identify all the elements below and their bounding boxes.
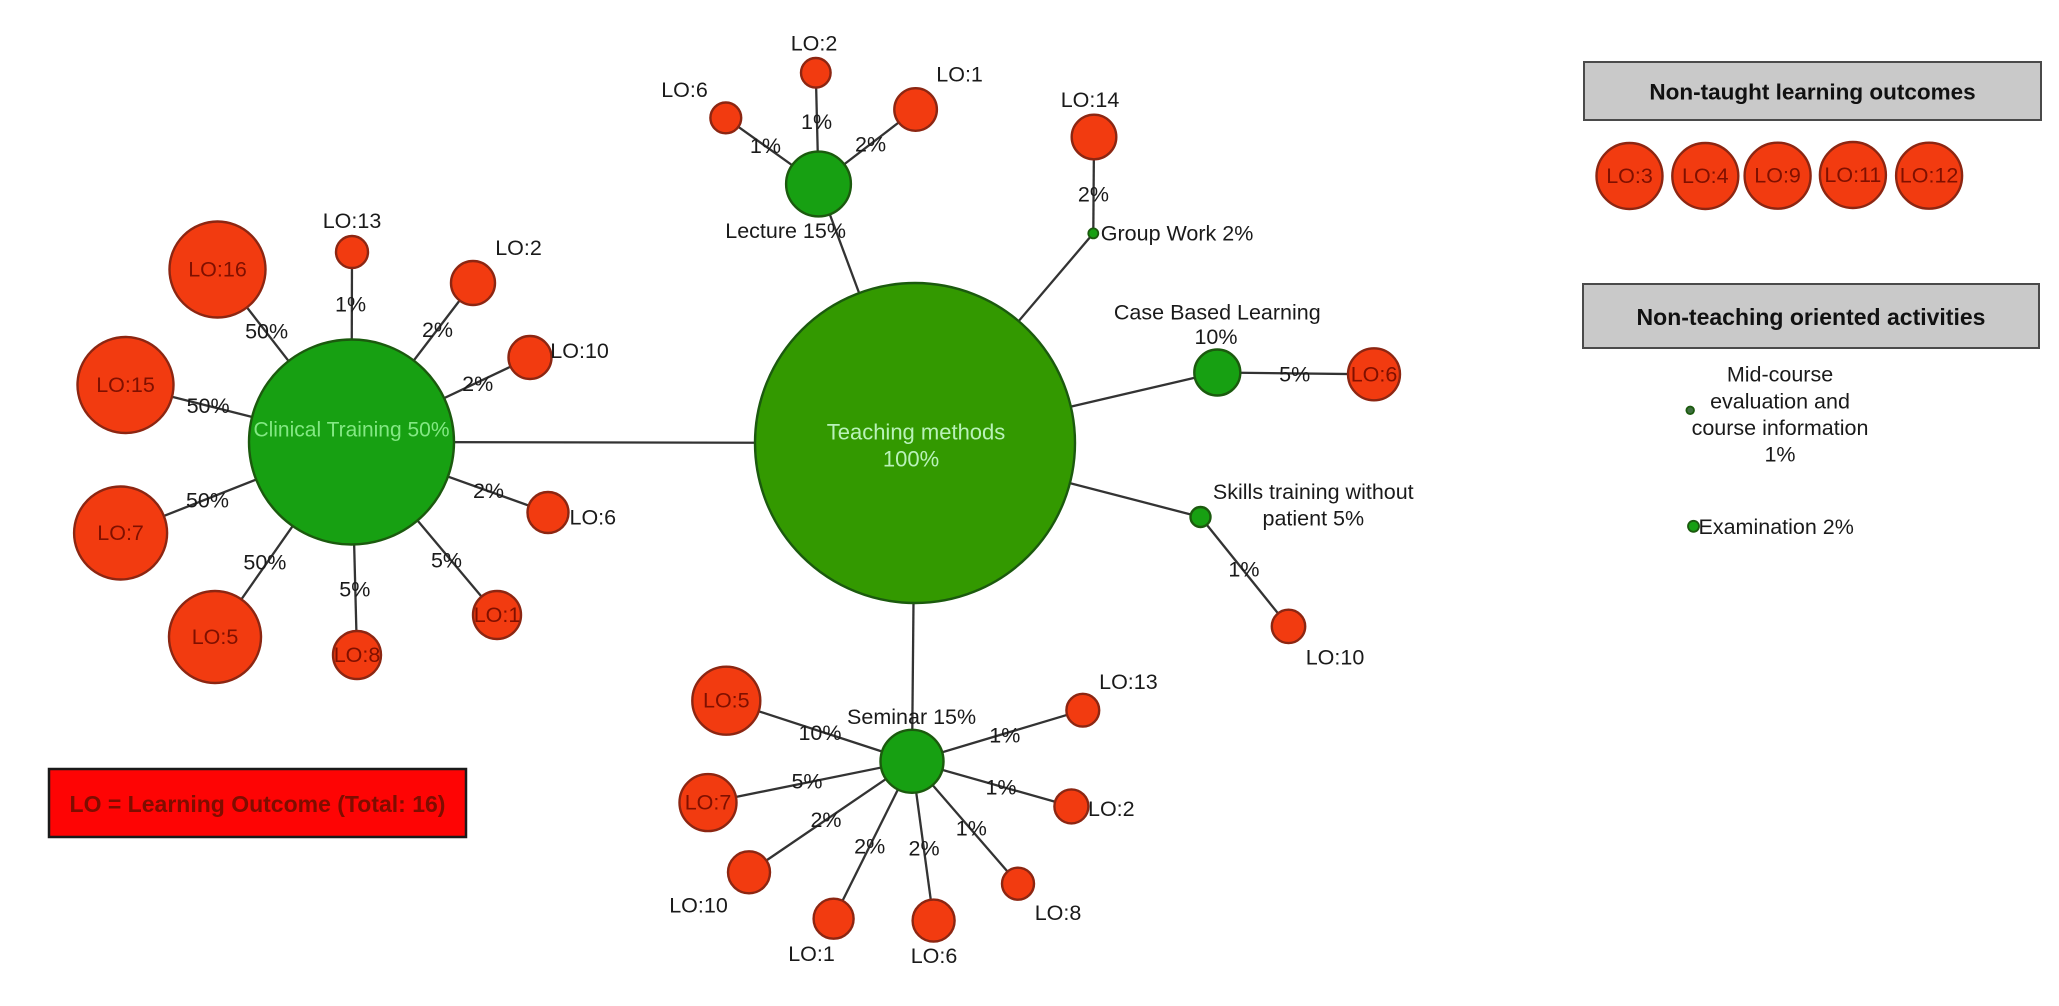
- svg-text:LO = Learning Outcome (Total:: LO = Learning Outcome (Total: 16): [70, 791, 446, 817]
- svg-text:LO:6: LO:6: [569, 506, 616, 530]
- svg-text:LO:11: LO:11: [1824, 163, 1881, 187]
- svg-text:LO:7: LO:7: [685, 791, 732, 815]
- svg-text:LO:1: LO:1: [474, 603, 521, 627]
- svg-text:2%: 2%: [473, 479, 504, 503]
- svg-text:1%: 1%: [985, 775, 1016, 799]
- svg-text:Mid-course: Mid-course: [1727, 362, 1833, 386]
- svg-text:LO:1: LO:1: [788, 942, 835, 966]
- svg-text:10%: 10%: [798, 721, 841, 745]
- svg-text:LO:13: LO:13: [1099, 670, 1158, 694]
- svg-text:1%: 1%: [1764, 442, 1795, 466]
- svg-text:2%: 2%: [909, 836, 940, 860]
- svg-text:patient 5%: patient 5%: [1262, 507, 1364, 531]
- svg-text:LO:10: LO:10: [550, 339, 609, 363]
- svg-text:LO:5: LO:5: [703, 689, 750, 713]
- svg-text:Lecture 15%: Lecture 15%: [725, 219, 846, 243]
- svg-text:Non-taught learning outcomes: Non-taught learning outcomes: [1649, 80, 1975, 105]
- svg-text:5%: 5%: [1279, 362, 1310, 386]
- svg-text:LO:6: LO:6: [661, 78, 708, 102]
- svg-text:1%: 1%: [1228, 557, 1259, 581]
- svg-text:LO:8: LO:8: [334, 643, 381, 667]
- svg-text:2%: 2%: [854, 834, 885, 858]
- svg-text:2%: 2%: [422, 318, 453, 342]
- svg-text:5%: 5%: [339, 577, 370, 601]
- svg-text:Seminar 15%: Seminar 15%: [847, 705, 976, 729]
- svg-text:Examination 2%: Examination 2%: [1699, 515, 1854, 539]
- svg-text:50%: 50%: [187, 394, 230, 418]
- svg-text:5%: 5%: [791, 770, 822, 794]
- svg-text:100%: 100%: [883, 447, 939, 472]
- svg-text:LO:6: LO:6: [911, 944, 958, 968]
- svg-text:LO:6: LO:6: [1351, 362, 1398, 386]
- svg-text:LO:7: LO:7: [97, 521, 144, 545]
- svg-text:LO:4: LO:4: [1682, 164, 1729, 188]
- svg-text:50%: 50%: [243, 551, 286, 575]
- svg-text:Case Based Learning: Case Based Learning: [1114, 300, 1321, 324]
- svg-text:5%: 5%: [431, 549, 462, 573]
- svg-text:LO:1: LO:1: [936, 63, 983, 87]
- svg-text:Teaching methods: Teaching methods: [827, 420, 1006, 445]
- svg-text:LO:13: LO:13: [323, 209, 382, 233]
- svg-text:LO:10: LO:10: [669, 893, 728, 917]
- svg-text:LO:8: LO:8: [1035, 901, 1082, 925]
- svg-text:2%: 2%: [810, 808, 841, 832]
- svg-text:LO:5: LO:5: [192, 625, 239, 649]
- svg-text:LO:3: LO:3: [1606, 164, 1653, 188]
- svg-text:1%: 1%: [989, 723, 1020, 747]
- svg-text:LO:14: LO:14: [1061, 88, 1120, 112]
- svg-text:LO:2: LO:2: [791, 32, 838, 56]
- svg-text:LO:12: LO:12: [1900, 164, 1959, 188]
- svg-text:course information: course information: [1692, 416, 1869, 440]
- svg-text:Group Work 2%: Group Work 2%: [1101, 222, 1254, 246]
- svg-text:Skills training without: Skills training without: [1213, 480, 1414, 504]
- svg-text:LO:10: LO:10: [1306, 645, 1365, 669]
- svg-text:2%: 2%: [462, 372, 493, 396]
- svg-text:2%: 2%: [855, 132, 886, 156]
- svg-text:2%: 2%: [1078, 183, 1109, 207]
- svg-text:50%: 50%: [186, 488, 229, 512]
- svg-text:LO:2: LO:2: [495, 236, 542, 260]
- svg-text:evaluation and: evaluation and: [1710, 390, 1850, 414]
- svg-text:1%: 1%: [956, 817, 987, 841]
- svg-text:10%: 10%: [1194, 325, 1237, 349]
- svg-text:LO:15: LO:15: [96, 373, 155, 397]
- svg-text:Clinical Training 50%: Clinical Training 50%: [253, 419, 449, 442]
- svg-text:LO:9: LO:9: [1754, 164, 1801, 188]
- svg-text:1%: 1%: [801, 110, 832, 134]
- svg-text:1%: 1%: [335, 293, 366, 317]
- svg-text:50%: 50%: [245, 320, 288, 344]
- svg-text:LO:2: LO:2: [1088, 797, 1135, 821]
- svg-text:LO:16: LO:16: [188, 258, 247, 282]
- svg-text:1%: 1%: [750, 134, 781, 158]
- svg-text:Non-teaching oriented activiti: Non-teaching oriented activities: [1637, 304, 1986, 330]
